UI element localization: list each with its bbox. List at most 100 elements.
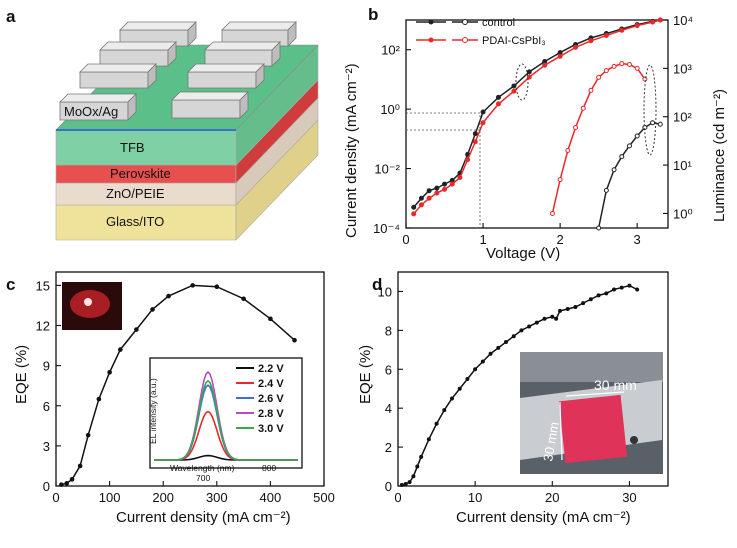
panel-d-point [573, 305, 578, 310]
panel-b-point-3 [626, 62, 632, 68]
electrode-4 [204, 41, 281, 67]
panel-d-point [450, 396, 454, 401]
panel-b-point-0 [511, 83, 517, 89]
panel-b-y2label: Luminance (cd m⁻²) [711, 89, 728, 222]
panel-b-point-1 [619, 27, 625, 33]
panel-d-ytick-label: 4 [385, 401, 392, 416]
panel-c-xtick-label: 500 [313, 490, 335, 505]
el-inset-xtick-700: 700 [196, 473, 210, 483]
panel-d-point [399, 483, 404, 488]
panel-b-point-1 [472, 139, 478, 145]
layer-label-perovskite: Perovskite [110, 166, 171, 181]
panel-c-point [85, 432, 91, 438]
panel-c-xtick-label: 200 [152, 490, 174, 505]
panel-b-point-3 [588, 87, 594, 93]
panel-d-ylabel: EQE (%) [357, 345, 374, 404]
panel-d-point [407, 480, 412, 485]
panel-b-point-3 [634, 65, 640, 71]
panel-b-point-0 [426, 188, 432, 194]
panel-c-series [59, 283, 297, 487]
electrode-7 [59, 93, 137, 121]
panel-b-point-1 [442, 186, 448, 192]
el-inset-ylabel: EL intensity (a.u.) [148, 378, 158, 444]
panel-d-point [426, 437, 431, 442]
panel-b-y2tick-label: 10³ [673, 61, 692, 76]
panel-c-ytick-label: 12 [36, 319, 50, 334]
panel-d-xtick-label: 10 [468, 490, 482, 505]
panel-c-xtick-label: 400 [260, 490, 282, 505]
circle-luminance [643, 64, 657, 156]
panel-c-point [150, 307, 155, 312]
panel-d-ytick-label: 6 [385, 362, 392, 377]
panel-b-point-0 [411, 204, 417, 210]
panel-d-point [554, 316, 559, 321]
panel-b-point-1 [650, 19, 656, 25]
panel-a-device-stack: a TFB Perovskite ZnO/PEIE Glass/ITO MoOx… [6, 7, 319, 241]
photo-dim-horizontal: 30 mm [594, 377, 637, 393]
el-legend-text: 2.2 V [258, 363, 284, 375]
panel-b-point-1 [426, 195, 432, 201]
panel-d-point [527, 324, 532, 329]
layer-label-zno: ZnO/PEIE [106, 186, 165, 201]
panel-c-label: c [6, 275, 15, 294]
panel-b-point-1 [634, 23, 640, 29]
panel-c-ytick-label: 15 [36, 278, 50, 293]
panel-d-point [612, 287, 616, 292]
panel-b-point-2 [626, 143, 632, 149]
panel-c-xtick-label: 0 [52, 490, 59, 505]
el-inset-axes [149, 357, 303, 469]
el-legend-text: 3.0 V [258, 423, 284, 435]
legend-marker-pdai-lum [462, 37, 468, 43]
el-legend-text: 2.4 V [258, 378, 284, 390]
panel-b-xtick-label: 0 [402, 232, 409, 247]
el-legend-text: 2.8 V [258, 408, 284, 420]
panel-d-point [434, 421, 439, 426]
panel-c-xtick-label: 300 [206, 490, 228, 505]
panel-d-point [519, 328, 524, 333]
electrode-8 [171, 91, 249, 119]
panel-b-xtick-label: 2 [557, 232, 564, 247]
electrode-5 [79, 63, 157, 89]
device-photo-background [520, 352, 663, 382]
panel-b-point-1 [588, 38, 594, 44]
panel-d-label: d [372, 275, 382, 294]
panel-d-point [588, 297, 593, 302]
legend-text-pdai: PDAI-CsPbI₃ [482, 35, 546, 47]
panel-c-point [268, 316, 273, 322]
panel-d-point [534, 320, 539, 325]
panel-b-point-1 [557, 53, 563, 59]
panel-b-x-ticks: 0 1 2 3 [402, 223, 641, 247]
panel-c-point [166, 293, 171, 299]
device-photo-screw [630, 436, 638, 444]
panel-d-point [465, 377, 470, 381]
panel-d-x-ticks: 0 10 20 30 [394, 481, 637, 505]
panel-b-point-1 [457, 175, 463, 181]
panel-d-xtick-label: 20 [545, 490, 559, 505]
panel-b-point-0 [418, 195, 424, 201]
panel-b-point-0 [480, 109, 486, 115]
panel-c-point [292, 337, 297, 343]
panel-b-point-3 [557, 177, 563, 183]
panel-b-point-1 [511, 88, 517, 94]
panel-d-ytick-label: 2 [385, 440, 392, 455]
dim-line-horizontal [565, 391, 625, 397]
panel-d-point [457, 386, 462, 391]
layer-label-tfb: TFB [120, 140, 145, 155]
panel-c-xlabel: Current density (mA cm⁻²) [116, 509, 291, 526]
panel-c-axes [55, 271, 325, 487]
photo-dim-vertical: 30 mm [540, 421, 562, 463]
panel-b-point-1 [465, 157, 471, 163]
panel-d-xtick-label: 0 [394, 490, 401, 505]
el-inset-xtick-800: 800 [262, 463, 276, 473]
led-photo-spot [84, 298, 92, 306]
panel-b-point-2 [603, 187, 609, 193]
panel-c-point [59, 482, 64, 487]
panel-d-point [558, 308, 562, 313]
panel-b-point-1 [411, 211, 417, 217]
panel-c-ylabel: EQE (%) [13, 345, 30, 404]
el-spectrum-4 [154, 379, 298, 461]
panel-d-point [419, 454, 424, 459]
panel-c-line [61, 284, 296, 486]
panel-b-y2tick-label: 10² [673, 110, 692, 125]
